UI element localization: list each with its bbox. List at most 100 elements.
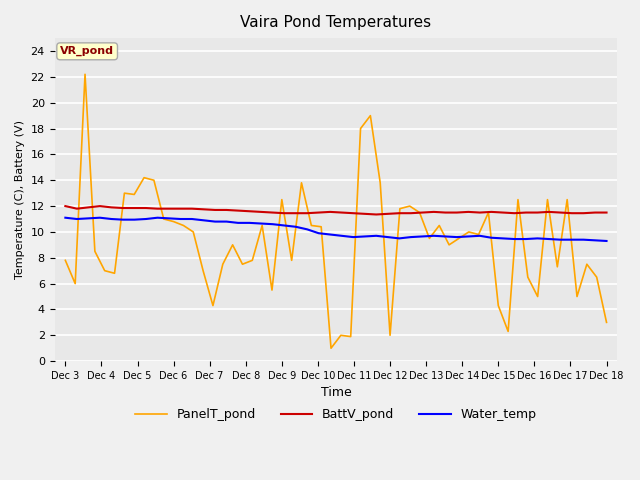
Water_temp (292, 224, 300, 229)
Title: Vaira Pond Temperatures: Vaira Pond Temperatures (241, 15, 431, 30)
Water_temp (522, 236, 530, 242)
BattV_pond (188, 206, 196, 212)
Water_temp (326, 232, 334, 238)
BattV_pond (84, 204, 92, 210)
BattV_pond (142, 205, 150, 211)
BattV_pond (326, 209, 334, 215)
Line: Water_temp: Water_temp (65, 218, 607, 241)
Water_temp (154, 215, 161, 221)
Line: PanelT_pond: PanelT_pond (65, 74, 607, 348)
Water_temp (534, 236, 541, 241)
BattV_pond (384, 211, 392, 216)
Water_temp (73, 216, 81, 222)
BattV_pond (522, 210, 530, 216)
BattV_pond (511, 210, 518, 216)
BattV_pond (338, 210, 346, 216)
BattV_pond (580, 210, 588, 216)
Water_temp (269, 221, 276, 227)
BattV_pond (591, 210, 599, 216)
Water_temp (280, 223, 288, 228)
Water_temp (465, 234, 472, 240)
BattV_pond (568, 210, 576, 216)
Water_temp (568, 237, 576, 242)
Water_temp (246, 220, 253, 226)
BattV_pond (315, 210, 323, 216)
Water_temp (200, 217, 207, 223)
Water_temp (580, 237, 588, 242)
BattV_pond (488, 209, 495, 215)
BattV_pond (372, 212, 380, 217)
BattV_pond (200, 206, 207, 212)
BattV_pond (177, 206, 184, 212)
Water_temp (119, 217, 127, 223)
BattV_pond (603, 210, 611, 216)
BattV_pond (534, 210, 541, 216)
Water_temp (142, 216, 150, 222)
Water_temp (257, 221, 265, 227)
BattV_pond (119, 205, 127, 211)
Water_temp (361, 234, 369, 240)
Water_temp (453, 234, 461, 240)
PanelT_pond (603, 320, 611, 325)
BattV_pond (453, 210, 461, 216)
BattV_pond (246, 208, 253, 214)
PanelT_pond (386, 333, 394, 338)
Water_temp (476, 233, 484, 239)
BattV_pond (465, 209, 472, 215)
Water_temp (545, 236, 553, 242)
BattV_pond (349, 210, 357, 216)
Water_temp (223, 219, 230, 225)
PanelT_pond (71, 281, 79, 287)
BattV_pond (73, 206, 81, 212)
BattV_pond (61, 203, 69, 209)
BattV_pond (96, 203, 104, 209)
BattV_pond (476, 210, 484, 216)
Water_temp (61, 215, 69, 221)
PanelT_pond (81, 72, 89, 77)
X-axis label: Time: Time (321, 386, 351, 399)
PanelT_pond (327, 345, 335, 351)
Water_temp (165, 216, 173, 221)
Water_temp (591, 238, 599, 243)
PanelT_pond (61, 257, 69, 263)
Y-axis label: Temperature (C), Battery (V): Temperature (C), Battery (V) (15, 120, 25, 279)
Water_temp (488, 235, 495, 240)
Water_temp (84, 216, 92, 221)
BattV_pond (154, 206, 161, 212)
Water_temp (177, 216, 184, 222)
BattV_pond (108, 204, 115, 210)
BattV_pond (131, 205, 138, 211)
Water_temp (499, 236, 507, 241)
BattV_pond (545, 209, 553, 215)
BattV_pond (223, 207, 230, 213)
BattV_pond (499, 210, 507, 216)
BattV_pond (280, 210, 288, 216)
Water_temp (303, 227, 311, 232)
Water_temp (108, 216, 115, 222)
Water_temp (131, 217, 138, 223)
BattV_pond (269, 210, 276, 216)
PanelT_pond (268, 287, 276, 293)
BattV_pond (396, 210, 403, 216)
Water_temp (419, 234, 426, 240)
Water_temp (603, 238, 611, 244)
PanelT_pond (495, 303, 502, 309)
Legend: PanelT_pond, BattV_pond, Water_temp: PanelT_pond, BattV_pond, Water_temp (131, 403, 541, 426)
PanelT_pond (416, 210, 424, 216)
Water_temp (430, 233, 438, 239)
Water_temp (338, 233, 346, 239)
BattV_pond (292, 210, 300, 216)
Water_temp (407, 234, 415, 240)
BattV_pond (211, 207, 219, 213)
Water_temp (384, 234, 392, 240)
Water_temp (315, 230, 323, 236)
Water_temp (442, 234, 449, 240)
Water_temp (211, 219, 219, 225)
BattV_pond (257, 209, 265, 215)
BattV_pond (557, 210, 564, 216)
BattV_pond (361, 211, 369, 216)
Text: VR_pond: VR_pond (60, 46, 114, 57)
Water_temp (234, 220, 242, 226)
PanelT_pond (435, 223, 443, 228)
BattV_pond (234, 208, 242, 214)
